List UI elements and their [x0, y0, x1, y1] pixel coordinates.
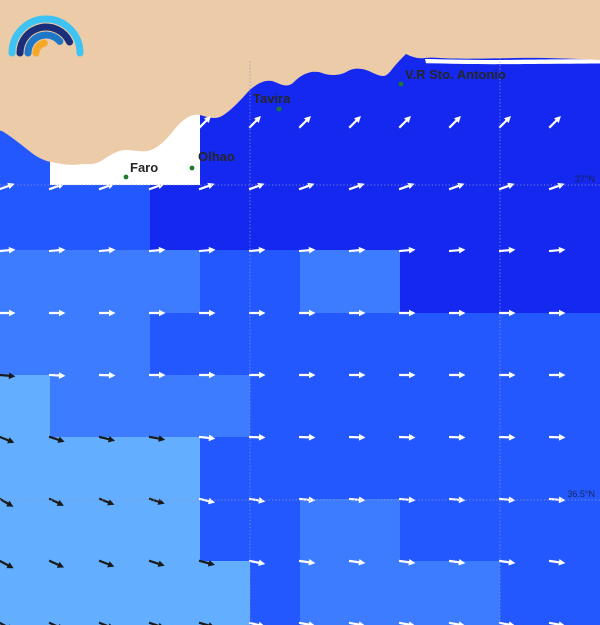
svg-text:V.R Sto. Antonio: V.R Sto. Antonio	[405, 67, 506, 82]
svg-text:Faro: Faro	[130, 160, 158, 175]
svg-text:37°N: 37°N	[575, 174, 595, 184]
svg-text:Olhao: Olhao	[198, 149, 235, 164]
svg-text:36.5°N: 36.5°N	[567, 489, 595, 499]
svg-text:Tavira: Tavira	[253, 91, 291, 106]
